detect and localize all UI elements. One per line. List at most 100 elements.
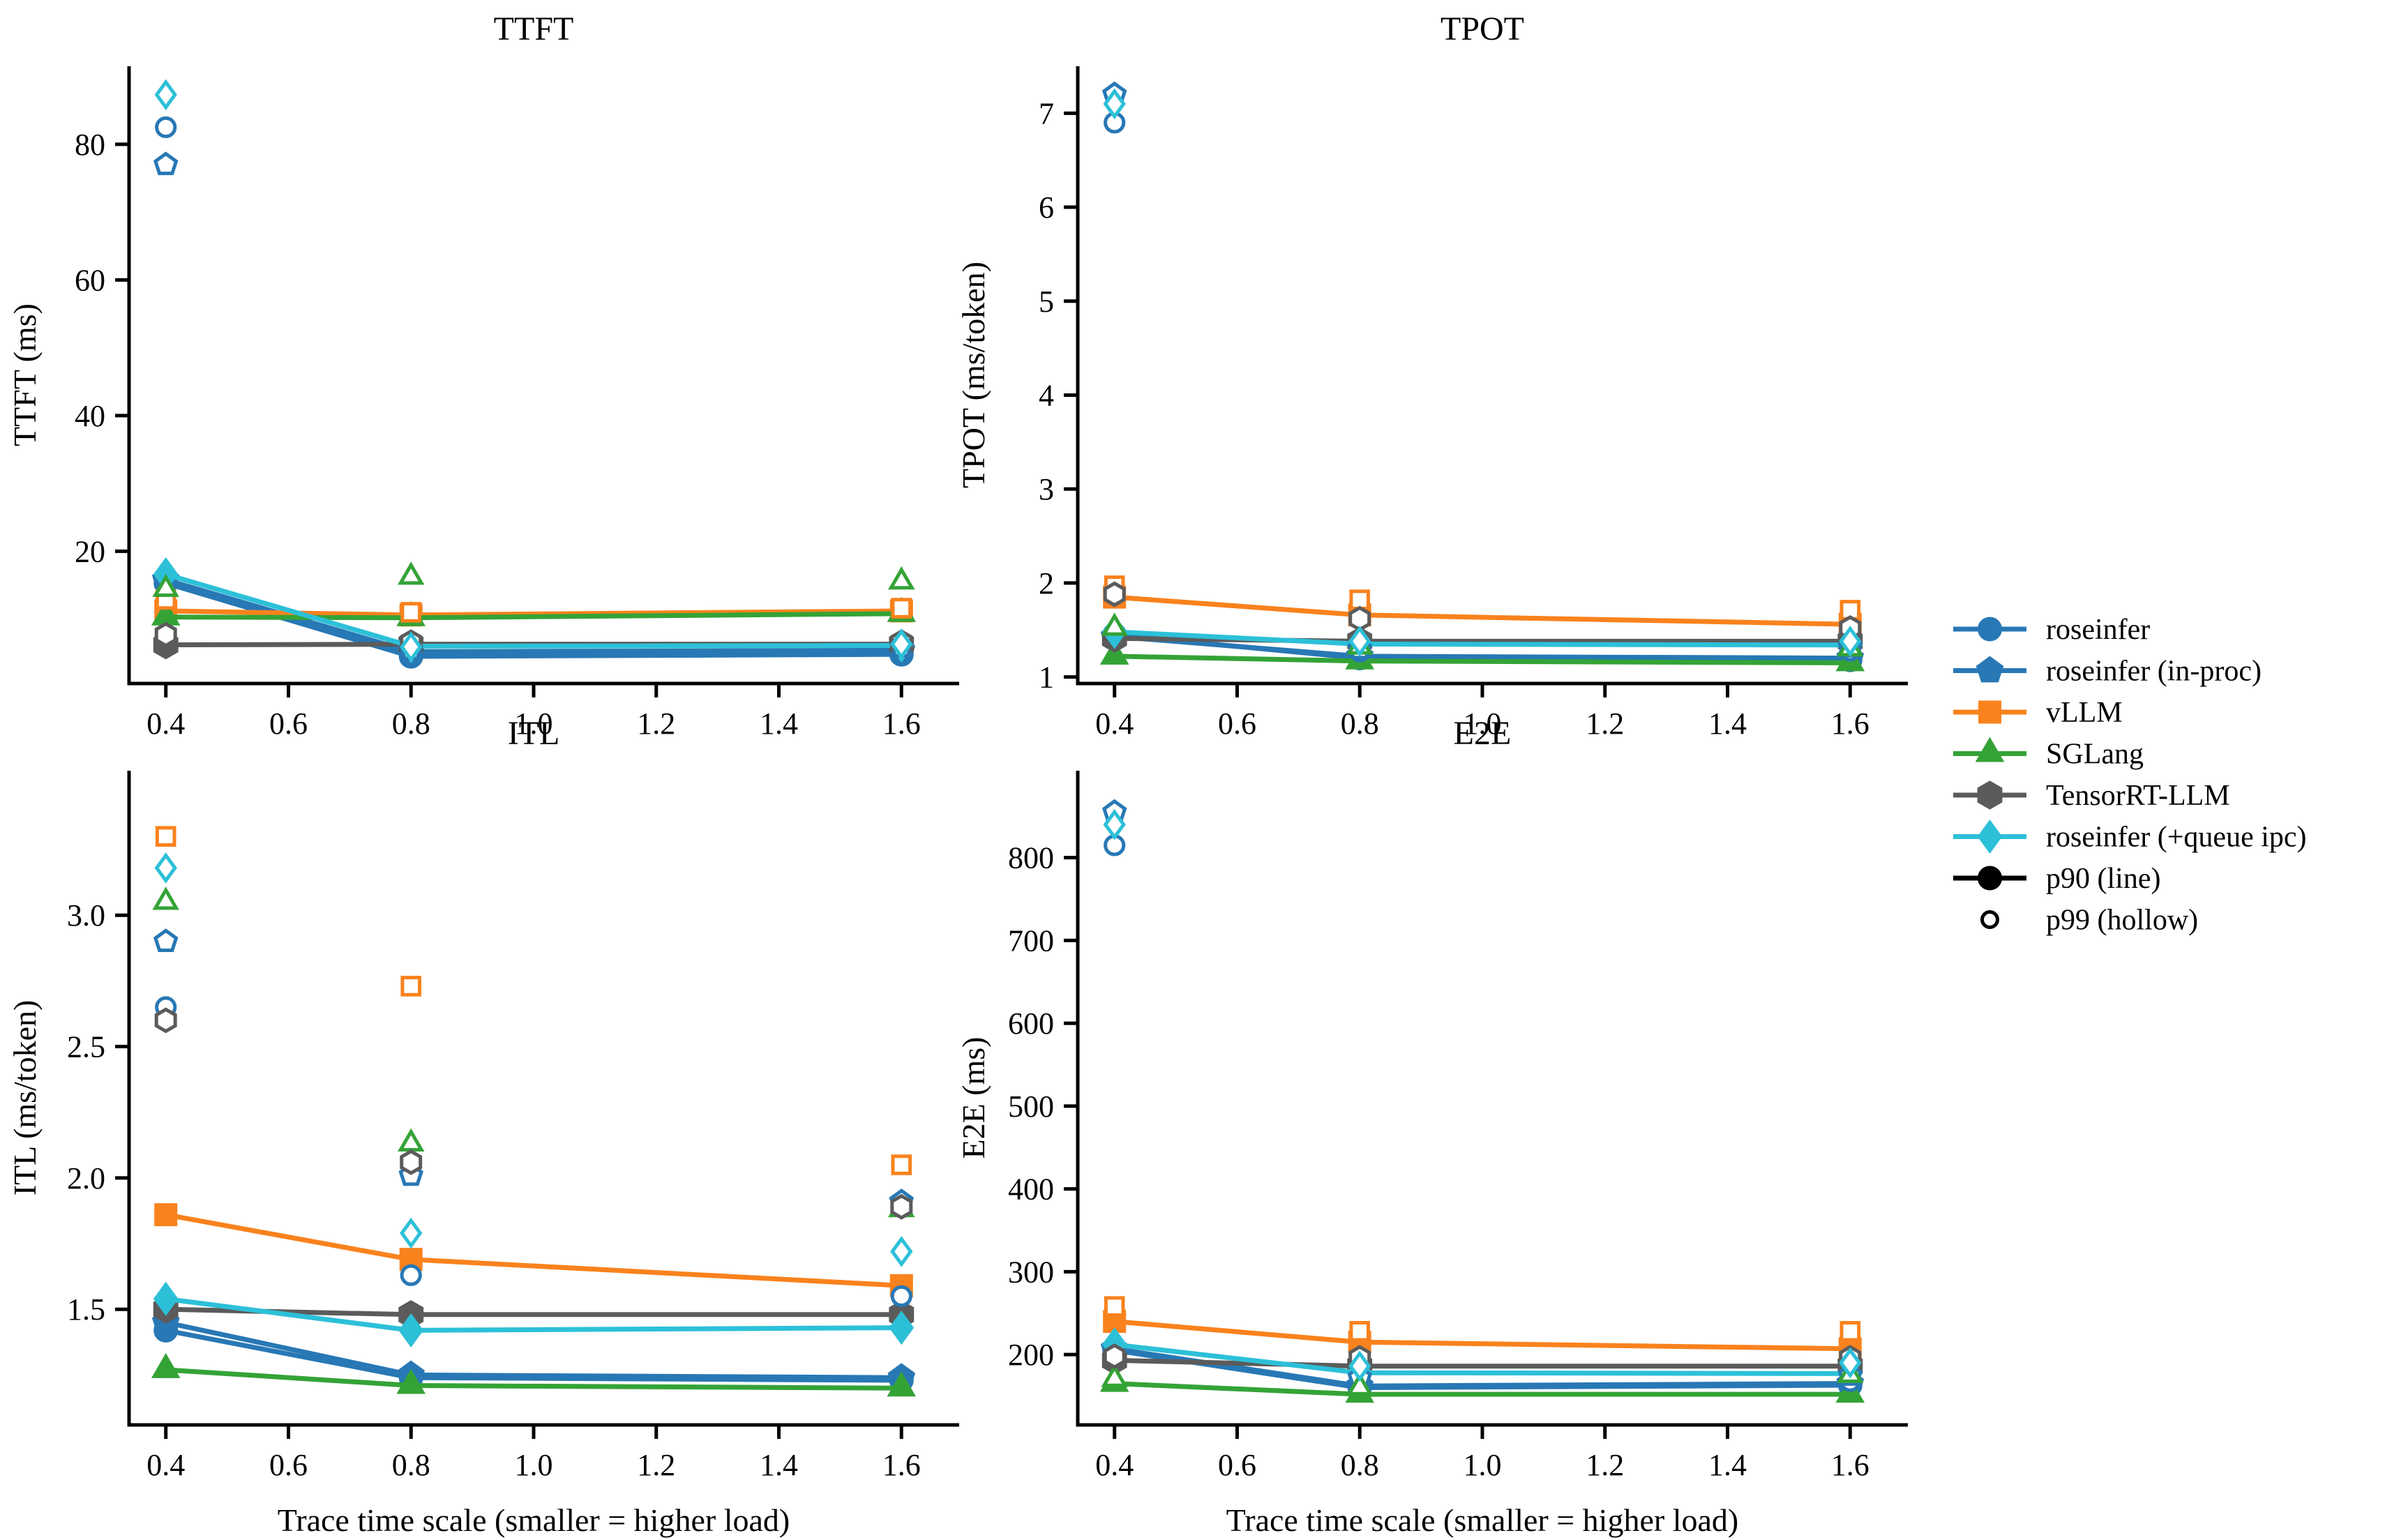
tpot-y-axis-label: TPOT (ms/token) [956, 262, 991, 488]
tpot-y-tick-label: 6 [1039, 190, 1054, 225]
itl-x-axis-label: Trace time scale (smaller = higher load) [278, 1502, 790, 1538]
p90-triangle-marker-legend [1975, 737, 2005, 762]
e2e-x-tick-label: 0.6 [1218, 1448, 1256, 1482]
p90-diamond-marker [153, 1281, 179, 1316]
tpot-x-tick-label: 1.0 [1464, 707, 1502, 741]
tpot-x-tick-label: 0.6 [1218, 707, 1256, 741]
legend-label: roseinfer (in-proc) [2046, 656, 2262, 688]
e2e-y-tick-label: 400 [1008, 1172, 1054, 1207]
tpot-y-tick-label: 1 [1039, 660, 1054, 695]
e2e-chart: 0.4 0.6 0.8 1.0 1.2 1.4 1.6 200 300 400 500 600 700 8… [956, 715, 1908, 1538]
itl-x-tick-label: 1.4 [760, 1448, 798, 1482]
e2e-x-axis-label: Trace time scale (smaller = higher load) [1226, 1502, 1738, 1538]
p99-diamond-marker [1348, 626, 1371, 657]
p99-square-marker [400, 602, 422, 623]
legend-item-6: p90 (line) [1953, 863, 2160, 895]
legend-item-5: roseinfer (+queue ipc) [1953, 819, 2307, 854]
tpot-title: TPOT [1440, 10, 1524, 47]
tpot-series-hexagon [1101, 624, 1863, 656]
p99-circle-marker [890, 1285, 912, 1308]
p99-triangle-marker [1101, 1364, 1128, 1387]
itl-x-tick-label: 1.6 [882, 1448, 921, 1482]
p99-hexagon-marker [400, 1149, 423, 1175]
itl-series-square [154, 1203, 913, 1297]
ttft-y-tick-label: 40 [75, 399, 105, 433]
itl-p90-line-circle [165, 1327, 902, 1383]
tpot-y-tick-label: 3 [1039, 472, 1054, 506]
p99-diamond-marker [890, 628, 913, 660]
p99-square-marker [1839, 1321, 1861, 1342]
e2e-y-tick-label: 700 [1008, 923, 1054, 958]
p99-pentagon-marker [153, 151, 179, 176]
ttft-y-tick-label: 60 [75, 263, 105, 297]
e2e-y-tick-label: 200 [1008, 1338, 1054, 1372]
legend-label: roseinfer (+queue ipc) [2046, 822, 2307, 854]
p99-diamond-marker [1103, 808, 1126, 840]
p90-circle-marker-legend [1978, 866, 2002, 891]
legend-item-1: roseinfer (in-proc) [1953, 656, 2262, 688]
e2e-y-tick-label: 800 [1008, 841, 1054, 875]
p99-diamond-marker [1839, 1347, 1862, 1379]
itl-y-axis-label: ITL (ms/token) [7, 1000, 43, 1196]
e2e-p90-line-hexagon [1114, 1357, 1851, 1369]
p99-hexagon-marker [154, 1007, 177, 1034]
e2e-x-tick-label: 1.0 [1464, 1448, 1502, 1482]
ttft-x-tick-label: 1.0 [515, 707, 553, 741]
legend-hollow-sample [1980, 910, 1999, 929]
p99-diamond-marker [399, 631, 423, 663]
tpot-chart: 0.4 0.6 0.8 1.0 1.2 1.4 1.6 1 2 3 4 5 6 7 TPOT TPOT (ms… [956, 10, 1908, 741]
p99-square-marker [1104, 1296, 1125, 1317]
e2e-x-tick-label: 1.2 [1586, 1448, 1624, 1482]
tpot-series-square [1103, 585, 1862, 636]
e2e-x-tick-label: 1.6 [1831, 1448, 1869, 1482]
p99-triangle-marker [397, 561, 425, 585]
p99-triangle-marker [152, 573, 179, 597]
p99-diamond-marker [890, 1236, 913, 1267]
itl-y-tick-label: 1.5 [67, 1292, 105, 1327]
p99-hexagon-marker [1103, 1343, 1126, 1369]
ttft-x-tick-label: 0.4 [146, 707, 185, 741]
tpot-y-tick-label: 2 [1039, 566, 1054, 601]
p99-square-marker [891, 1154, 912, 1175]
tpot-x-tick-label: 1.2 [1586, 707, 1624, 741]
itl-x-tick-label: 1.2 [637, 1448, 675, 1482]
tpot-y-tick-label: 5 [1039, 285, 1054, 319]
p90-diamond-marker-legend [1977, 819, 2003, 854]
legend: roseinfer roseinfer (in-proc) vLLM SGLang Te… [1953, 614, 2307, 937]
legend-item-7: p99 (hollow) [1980, 905, 2198, 937]
legend-item-0: roseinfer [1953, 614, 2150, 646]
itl-y-tick-label: 3.0 [67, 898, 105, 933]
p90-triangle-marker [396, 1368, 426, 1394]
p90-square-marker [154, 1203, 178, 1227]
legend-label: vLLM [2046, 697, 2123, 729]
ttft-x-tick-label: 1.2 [637, 707, 675, 741]
p90-hexagon-marker-legend [1977, 780, 2003, 810]
p99-triangle-marker [1101, 612, 1128, 636]
itl-p90-line-square [165, 1212, 902, 1288]
tpot-x-tick-label: 1.6 [1831, 707, 1869, 741]
legend-label: SGLang [2046, 739, 2144, 771]
legend-label: TensorRT-LLM [2046, 780, 2230, 812]
p99-circle-marker [155, 116, 177, 139]
itl-series-diamond [153, 1281, 915, 1348]
p99-diamond-marker [1839, 626, 1862, 657]
legend-item-4: TensorRT-LLM [1953, 780, 2230, 812]
legend-label: p90 (line) [2046, 863, 2160, 895]
p90-diamond-marker [398, 1313, 424, 1348]
p99-triangle-marker [888, 566, 915, 590]
e2e-series-diamond [1101, 1327, 1863, 1391]
tpot-x-tick-label: 0.8 [1341, 707, 1379, 741]
itl-chart: 0.4 0.6 0.8 1.0 1.2 1.4 1.6 1.5 2.0 2.5 3.0 ITL ITL … [7, 715, 959, 1538]
p99-triangle-marker [1346, 1372, 1374, 1396]
p99-square-marker [155, 826, 176, 847]
itl-y-tick-label: 2.0 [67, 1161, 105, 1195]
p99-diamond-marker [1103, 88, 1126, 120]
ttft-title: TTFT [494, 10, 574, 47]
p99-circle-marker [400, 1264, 422, 1286]
tpot-y-tick-label: 4 [1039, 378, 1054, 412]
p99-triangle-marker [397, 1128, 425, 1152]
p90-triangle-marker [151, 1352, 181, 1378]
e2e-y-axis-label: E2E (ms) [956, 1036, 991, 1158]
